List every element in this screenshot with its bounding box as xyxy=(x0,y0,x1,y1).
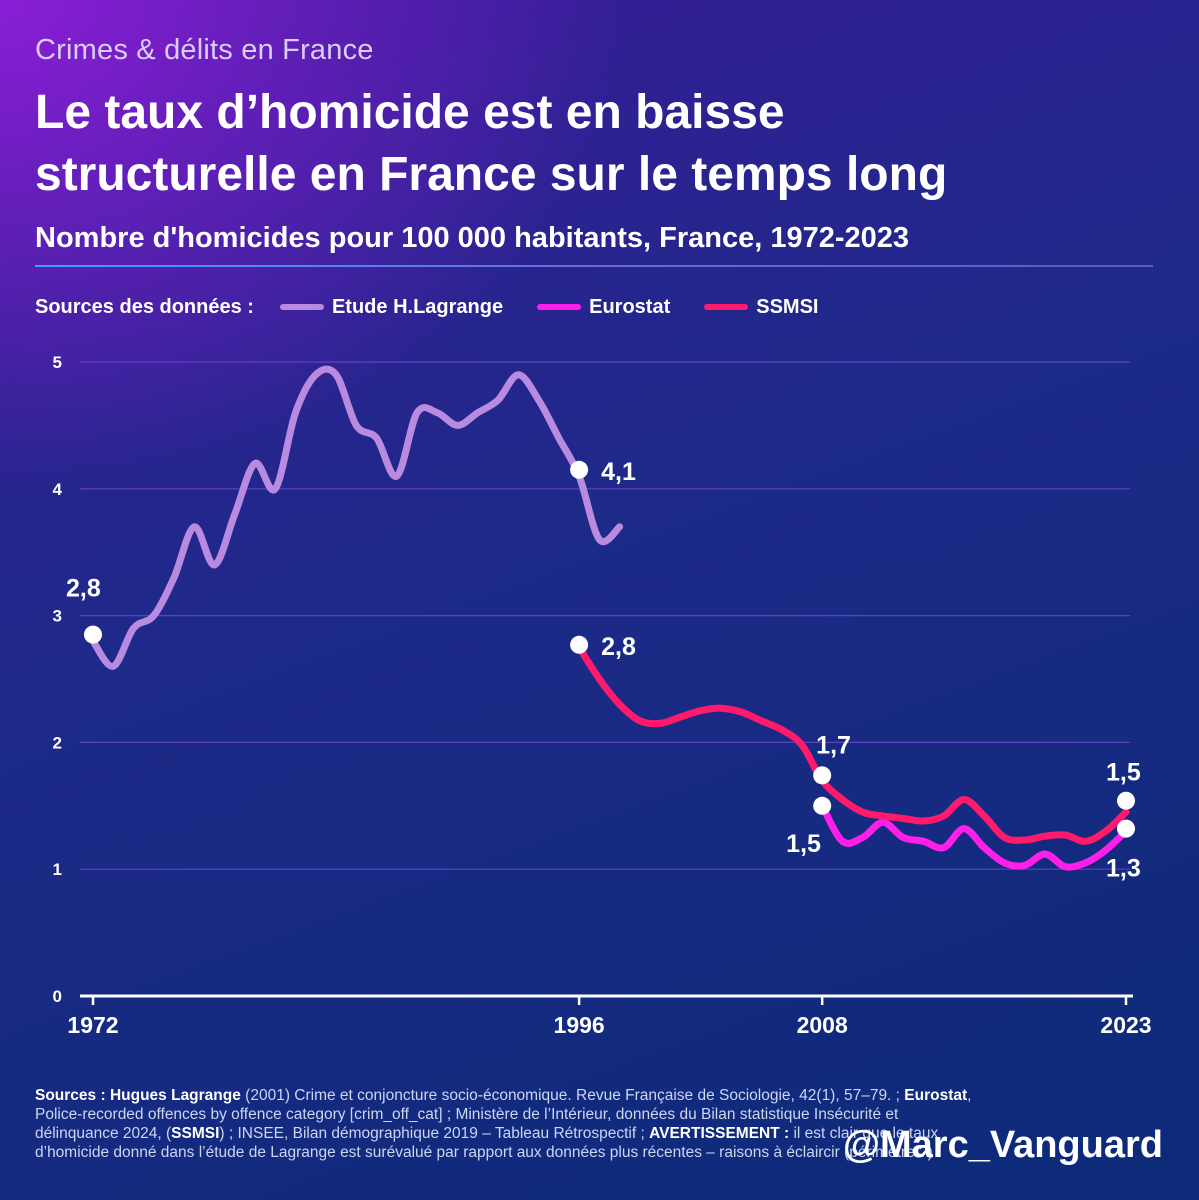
title-line-2: structurelle en France sur le temps long xyxy=(35,148,948,201)
legend-item-eurostat: Eurostat xyxy=(537,296,670,319)
y-tick-label: 4 xyxy=(53,480,63,499)
sources-text-4: il est clair que le taux d’homicide donn… xyxy=(35,1125,939,1161)
source-lagrange: Hugues Lagrange xyxy=(109,1087,241,1104)
data-point-marker xyxy=(570,635,589,654)
data-point-marker xyxy=(1117,819,1135,838)
homicide-line-chart: 0 1 2 3 4 5 1972 1996 2008 2023 2,8 4,1 2,8 1,7 1,5 1,5… xyxy=(53,353,1152,1038)
warning-label: AVERTISSEMENT : xyxy=(649,1125,790,1142)
series-line-eurostat xyxy=(818,802,1130,871)
data-label: 1,3 xyxy=(1106,855,1141,883)
legend-item-ssmsi: SSMSI xyxy=(704,296,818,319)
sources-text-1: (2001) Crime et conjoncture socio-économ… xyxy=(240,1087,905,1104)
kicker: Crimes & délits en France xyxy=(35,34,374,66)
legend-item-lagrange: Etude H.Lagrange xyxy=(279,295,504,319)
series-line-ssmsi xyxy=(575,643,1130,845)
author-handle: @Marc_Vanguard xyxy=(842,1124,1163,1166)
source-eurostat: Eurostat xyxy=(904,1087,968,1104)
y-tick-label: 5 xyxy=(53,353,62,372)
sources-text-3: ) ; INSEE, Bilan démographique 2019 – Ta… xyxy=(219,1125,650,1142)
y-tick-label: 1 xyxy=(53,860,62,879)
x-tick-label: 2008 xyxy=(797,1012,848,1038)
divider xyxy=(35,265,1153,267)
sources-lead: Sources : xyxy=(35,1087,110,1104)
y-tick-label: 0 xyxy=(53,987,62,1006)
sources-note: Sources : Hugues Lagrange (2001) Crime e… xyxy=(35,1086,975,1162)
data-label: 1,5 xyxy=(786,830,821,858)
data-point-marker xyxy=(570,460,589,479)
chart-subtitle: Nombre d'homicides pour 100 000 habitant… xyxy=(35,222,910,254)
data-label: 1,5 xyxy=(1106,759,1141,787)
legend-swatch-eurostat xyxy=(537,304,582,310)
x-tick-label: 2023 xyxy=(1100,1012,1151,1038)
page-title: Le taux d’homicide est en baisse structu… xyxy=(35,82,1165,206)
data-point-marker xyxy=(84,625,102,644)
legend-label-ssmsi: SSMSI xyxy=(756,295,819,318)
x-tick-label: 1996 xyxy=(554,1012,605,1038)
data-label: 2,8 xyxy=(66,575,101,603)
y-tick-label: 3 xyxy=(53,607,62,626)
legend-swatch-lagrange xyxy=(279,304,324,310)
legend-lead: Sources des données : xyxy=(35,295,254,318)
data-point-marker xyxy=(813,796,832,815)
data-label: 1,7 xyxy=(816,731,851,759)
data-label: 2,8 xyxy=(601,633,636,661)
title-line-1: Le taux d’homicide est en baisse xyxy=(35,86,785,139)
series-line-etude-h-lagrange xyxy=(89,365,624,670)
sources-text-2: , Police-recorded offences by offence ca… xyxy=(35,1087,972,1142)
legend-swatch-ssmsi xyxy=(704,304,749,310)
legend-label-eurostat: Eurostat xyxy=(589,295,671,318)
y-tick-label: 2 xyxy=(53,733,62,752)
source-ssmsi: SSMSI xyxy=(171,1125,220,1142)
legend-label-lagrange: Etude H.Lagrange xyxy=(331,295,504,318)
x-tick-label: 1972 xyxy=(67,1012,118,1038)
data-label: 4,1 xyxy=(601,458,636,486)
data-point-marker xyxy=(1117,791,1135,810)
legend: Sources des données : Etude H.Lagrange E… xyxy=(35,292,852,322)
data-point-marker xyxy=(813,766,832,785)
